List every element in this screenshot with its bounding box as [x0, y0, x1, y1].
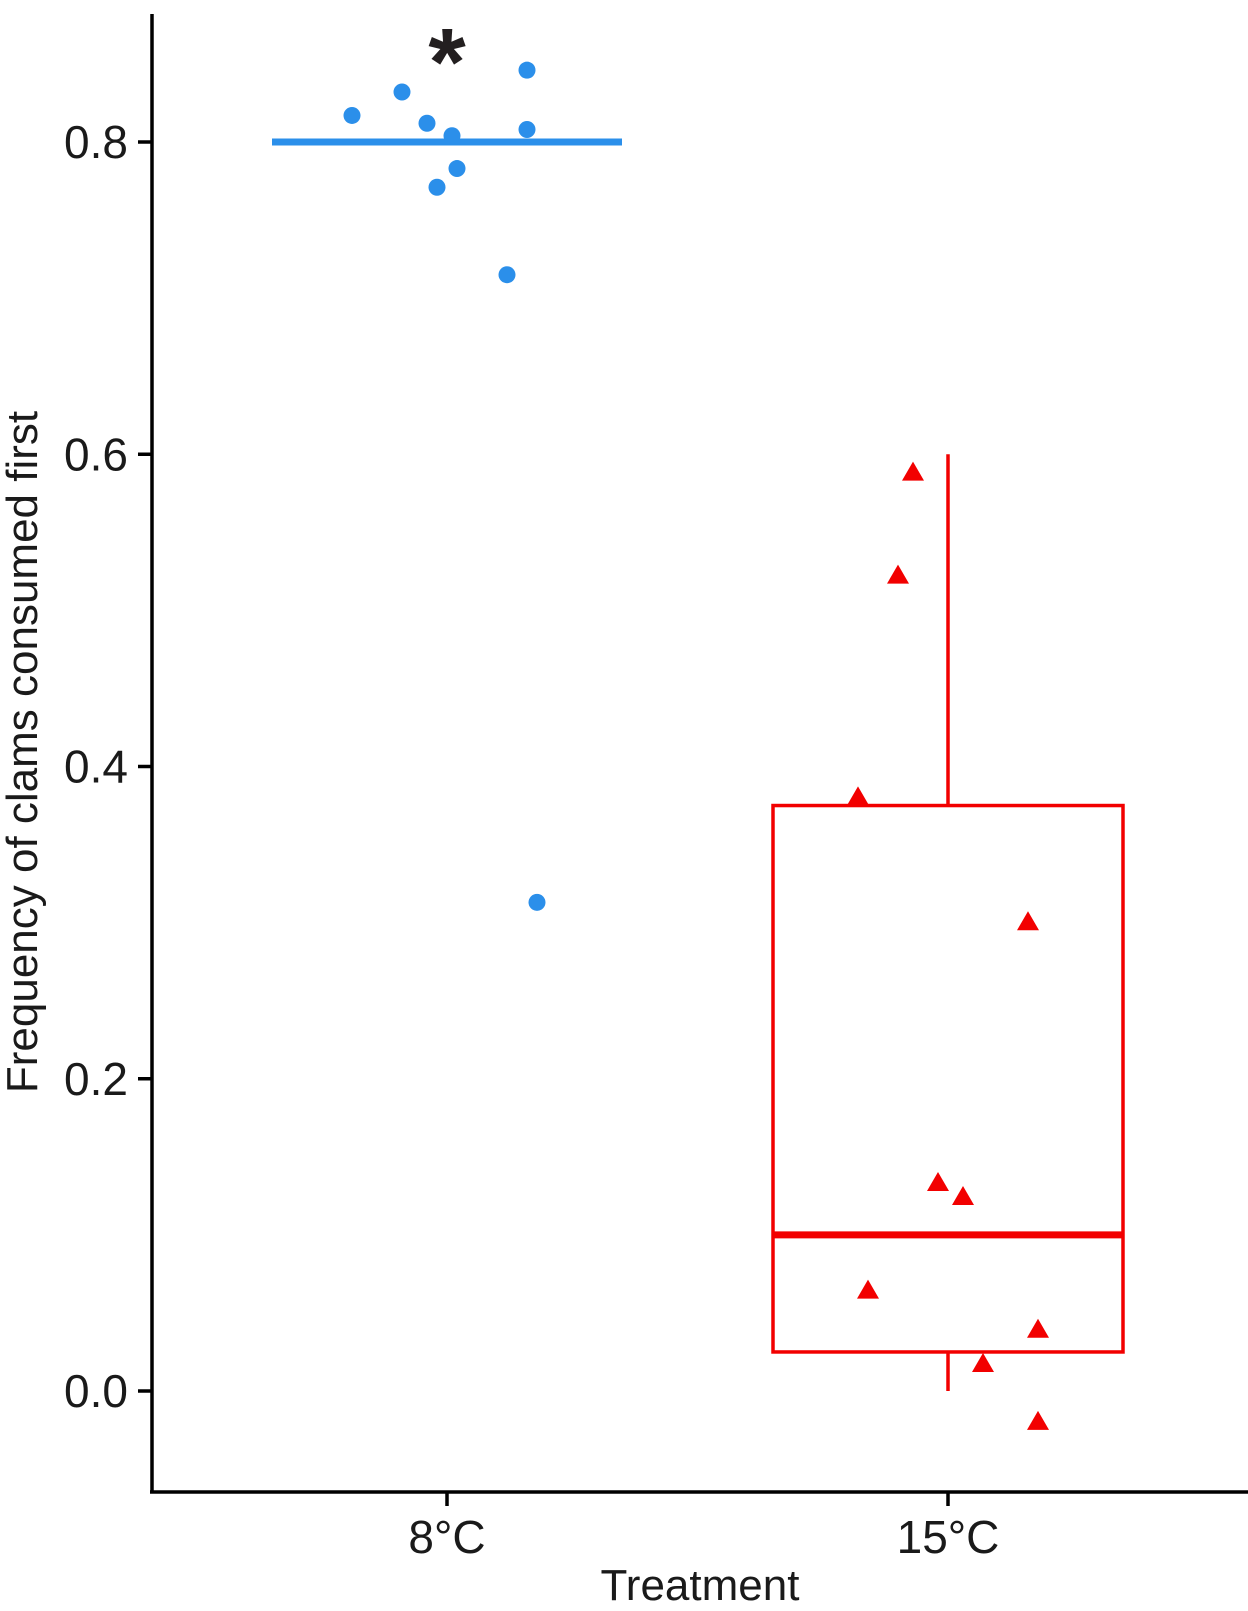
data-point: [887, 564, 909, 584]
data-point: [857, 1279, 879, 1299]
y-tick-label: 0.8: [64, 116, 128, 168]
y-tick-label: 0.2: [64, 1053, 128, 1105]
axes: [150, 14, 1248, 1494]
data-point: [443, 127, 461, 145]
data-point: [448, 160, 466, 178]
x-tick-label: 8°C: [408, 1511, 485, 1563]
data-point: [1027, 1410, 1049, 1430]
data-point: [418, 114, 436, 132]
data-point: [393, 83, 411, 101]
data-point: [927, 1171, 949, 1191]
y-tick-label: 0.4: [64, 741, 128, 793]
data-point: [518, 121, 536, 139]
y-tick-label: 0.0: [64, 1365, 128, 1417]
data-point: [528, 893, 546, 911]
y-tick-label: 0.6: [64, 428, 128, 480]
data-point: [518, 61, 536, 79]
x-tick-label: 15°C: [897, 1511, 1000, 1563]
data-point: [952, 1186, 974, 1206]
data-point: [343, 106, 361, 124]
plot-area: *: [272, 9, 1125, 1430]
data-point: [902, 461, 924, 481]
box-body: [771, 803, 1125, 1354]
significance-annotation: *: [428, 9, 466, 116]
data-point: [972, 1353, 994, 1373]
data-point: [1027, 1318, 1049, 1338]
y-axis-title: Frequency of clams consumed first: [0, 411, 47, 1093]
ticks: 0.0 0.2 0.4 0.6 0.8 8°C 15°C: [64, 116, 999, 1563]
data-point: [498, 266, 516, 284]
data-point: [847, 786, 869, 806]
data-point: [428, 178, 446, 196]
x-axis-title: Treatment: [601, 1561, 800, 1610]
data-point: [1017, 911, 1039, 931]
